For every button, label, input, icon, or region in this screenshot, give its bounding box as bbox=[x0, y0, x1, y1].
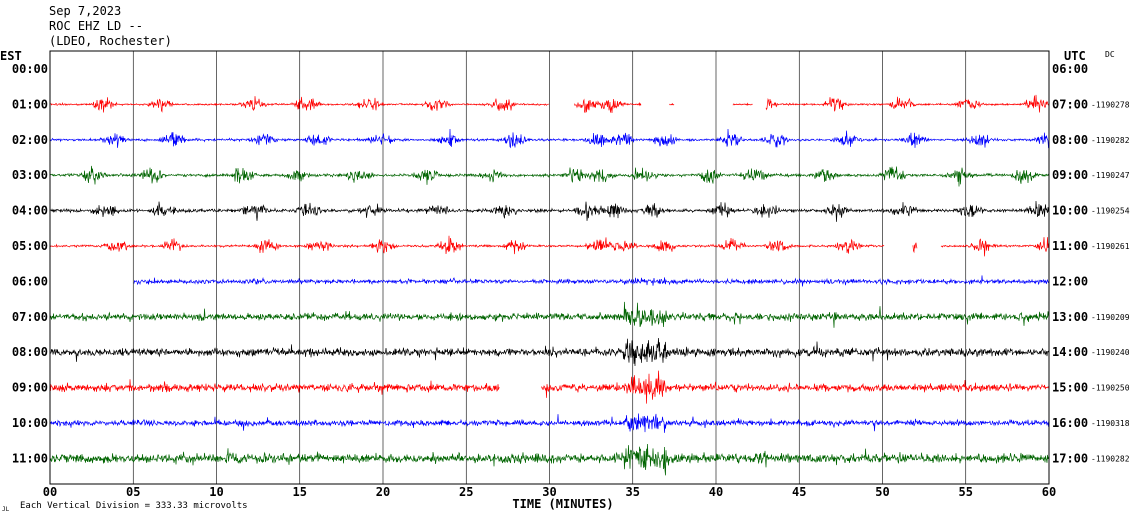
dc-offset-label: -1190240 bbox=[1091, 348, 1130, 357]
utc-time-label: 06:00 bbox=[1052, 62, 1088, 76]
dc-offset-label: -1190282 bbox=[1091, 136, 1130, 145]
header-network: (LDEO, Rochester) bbox=[49, 34, 172, 48]
utc-time-label: 14:00 bbox=[1052, 345, 1088, 359]
est-time-label: 00:00 bbox=[12, 62, 48, 76]
x-tick-label: 15 bbox=[293, 485, 307, 499]
utc-time-label: 13:00 bbox=[1052, 310, 1088, 324]
est-time-label: 01:00 bbox=[12, 97, 48, 111]
x-tick-label: 45 bbox=[792, 485, 806, 499]
dc-offset-label: -1190250 bbox=[1091, 384, 1130, 393]
est-time-label: 06:00 bbox=[12, 274, 48, 288]
utc-time-label: 10:00 bbox=[1052, 204, 1088, 218]
corner-mark: JL bbox=[2, 506, 10, 513]
dc-offset-label: -1190278 bbox=[1091, 100, 1130, 109]
dc-offset-label: -1190318 bbox=[1091, 419, 1130, 428]
seismic-trace bbox=[49, 94, 1050, 114]
x-tick-label: 50 bbox=[875, 485, 889, 499]
x-axis-title: TIME (MINUTES) bbox=[512, 497, 613, 511]
seismic-trace bbox=[49, 128, 1050, 149]
est-time-label: 07:00 bbox=[12, 310, 48, 324]
utc-time-label: 09:00 bbox=[1052, 168, 1088, 182]
dc-offset-label: -1190247 bbox=[1091, 171, 1130, 180]
dc-offset-label: -1190282 bbox=[1091, 454, 1130, 463]
est-time-label: 03:00 bbox=[12, 168, 48, 182]
dc-label: DC bbox=[1105, 50, 1115, 59]
seismic-trace bbox=[50, 337, 1050, 367]
x-tick-labels: 00 05 10 15 20 25 30 35 40 45 50 55 60 bbox=[43, 485, 1056, 499]
seismic-trace bbox=[133, 275, 1049, 287]
x-tick-label: 10 bbox=[209, 485, 223, 499]
est-time-label: 04:00 bbox=[12, 204, 48, 218]
seismic-trace bbox=[49, 443, 1050, 476]
est-time-label: 05:00 bbox=[12, 239, 48, 253]
x-tick-label: 55 bbox=[959, 485, 973, 499]
scale-note: Each Vertical Division = 333.33 microvol… bbox=[20, 501, 248, 511]
right-zone-label: UTC bbox=[1064, 49, 1086, 63]
dc-offset-label: -1190254 bbox=[1091, 207, 1130, 216]
header-date: Sep 7,2023 bbox=[49, 4, 121, 18]
seismic-trace bbox=[49, 370, 1050, 404]
utc-time-label: 11:00 bbox=[1052, 239, 1088, 253]
utc-time-label: 08:00 bbox=[1052, 133, 1088, 147]
x-tick-label: 00 bbox=[43, 485, 57, 499]
seismic-trace bbox=[49, 301, 1050, 328]
utc-time-label: 15:00 bbox=[1052, 381, 1088, 395]
est-time-label: 02:00 bbox=[12, 133, 48, 147]
header-station: ROC EHZ LD -- bbox=[49, 19, 143, 33]
est-time-label: 09:00 bbox=[12, 381, 48, 395]
est-time-label: 10:00 bbox=[12, 416, 48, 430]
x-tick-label: 60 bbox=[1042, 485, 1056, 499]
seismic-trace bbox=[49, 200, 1050, 222]
trace-group bbox=[49, 94, 1050, 476]
est-time-label: 08:00 bbox=[12, 345, 48, 359]
plot-frame bbox=[49, 50, 1050, 485]
seismic-trace bbox=[49, 165, 1050, 187]
utc-time-label: 17:00 bbox=[1052, 451, 1088, 465]
x-tick-label: 40 bbox=[709, 485, 723, 499]
utc-time-label: 12:00 bbox=[1052, 274, 1088, 288]
x-tick-label: 25 bbox=[459, 485, 473, 499]
utc-time-label: 07:00 bbox=[1052, 97, 1088, 111]
seismic-trace bbox=[49, 235, 1050, 257]
dc-offset-label: -1190261 bbox=[1091, 242, 1130, 251]
est-time-label: 11:00 bbox=[12, 451, 48, 465]
dc-offset-label: -1190209 bbox=[1091, 313, 1130, 322]
x-tick-label: 05 bbox=[126, 485, 140, 499]
seismic-trace bbox=[49, 413, 1050, 433]
grid-lines bbox=[132, 51, 967, 484]
x-tick-label: 30 bbox=[542, 485, 556, 499]
utc-time-label: 16:00 bbox=[1052, 416, 1088, 430]
left-zone-label: EST bbox=[0, 49, 22, 63]
x-tick-label: 35 bbox=[626, 485, 640, 499]
x-tick-label: 20 bbox=[376, 485, 390, 499]
